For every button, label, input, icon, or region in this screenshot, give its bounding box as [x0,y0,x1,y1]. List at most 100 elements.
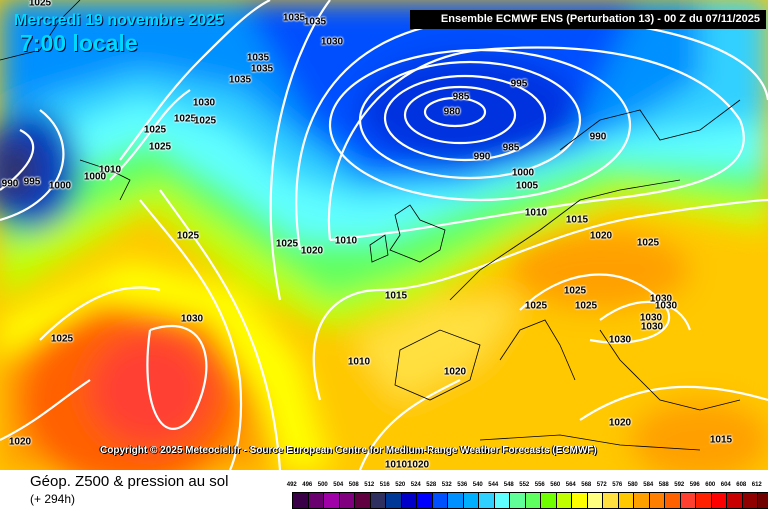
scale-label: 612 [751,482,762,488]
scale-label: 564 [565,482,576,488]
scale-swatch [525,493,541,508]
isobar-label: 990 [1,178,19,190]
isobar-label: 1015 [565,214,589,226]
scale-swatch [355,493,371,508]
isobar-label: 1030 [654,300,678,312]
isobar-label: 1025 [143,124,167,136]
scale-swatch [556,493,572,508]
scale-label: 604 [720,482,731,488]
isobar-label: 1015 [384,290,408,302]
isobar-label: 1000 [48,180,72,192]
isobar-label: 1010 [334,235,358,247]
scale-swatch [479,493,495,508]
scale-label: 524 [410,482,421,488]
isobar-label: 1025 [636,237,660,249]
isobar-label: 1025 [574,300,598,312]
scale-label: 544 [488,482,499,488]
scale-swatch [339,493,355,508]
scale-swatch [432,493,448,508]
scale-label: 592 [674,482,685,488]
scale-label: 556 [534,482,545,488]
isobar-label: 985 [452,91,470,103]
isobar-label: 1030 [639,312,663,324]
isobar-label: 1025 [28,0,52,9]
scale-swatch [758,493,768,508]
isobar-label: 990 [589,131,607,143]
scale-label: 500 [317,482,328,488]
scale-label: 568 [581,482,592,488]
scale-swatch [494,493,510,508]
scale-label: 576 [612,482,623,488]
scale-swatch [510,493,526,508]
isobar-label: 1020 [608,417,632,429]
scale-label: 496 [302,482,313,488]
scale-label: 580 [627,482,638,488]
scale-label: 596 [689,482,700,488]
scale-swatch [696,493,712,508]
scale-swatch [742,493,758,508]
scale-label: 600 [705,482,716,488]
isobar-label: 1020 [300,245,324,257]
weather-map: 1025 1035 1035 1030 1035 1035 1035 1030 … [0,0,768,470]
forecast-step: (+ 294h) [30,492,76,506]
scale-swatch [649,493,665,508]
scale-swatch [541,493,557,508]
isobar-label: 1035 [228,74,252,86]
scale-swatch [572,493,588,508]
scale-swatch [680,493,696,508]
scale-label: 492 [286,482,297,488]
isobar-label: 1020 [8,436,32,448]
forecast-local-time: 7:00 locale [20,30,138,56]
isobar-label: 1030 [649,293,673,305]
scale-swatch [417,493,433,508]
scale-label: 516 [379,482,390,488]
isobar-label: 985 [502,142,520,154]
isobar-label: 1020 [406,459,430,471]
isobar-label: 1035 [250,63,274,75]
isobar-label: 1005 [515,180,539,192]
isobar-label: 1020 [589,230,613,242]
legend-footer: Géop. Z500 & pression au sol (+ 294h) 49… [0,470,768,512]
scale-swatch [463,493,479,508]
isobar-label: 1025 [148,141,172,153]
scale-swatch [711,493,727,508]
scale-label: 512 [364,482,375,488]
isobar-label: 1030 [192,97,216,109]
isobar-label: 1020 [443,366,467,378]
isobar-label: 1025 [563,285,587,297]
scale-swatch [727,493,743,508]
isobar-label: 1025 [176,230,200,242]
isobar-label: 1010 [98,164,122,176]
color-scale [292,492,768,509]
scale-label: 608 [736,482,747,488]
scale-swatch [618,493,634,508]
isobar-label: 995 [510,78,528,90]
coastlines [0,0,741,451]
isobar-label: 1010 [347,356,371,368]
scale-swatch [386,493,402,508]
scale-label: 504 [333,482,344,488]
scale-swatch [634,493,650,508]
scale-label: 536 [457,482,468,488]
scale-swatch [308,493,324,508]
isobar-label: 1030 [180,313,204,325]
isobar-label: 1035 [303,16,327,28]
isobar-label: 995 [23,176,41,188]
model-run-banner: Ensemble ECMWF ENS (Perturbation 13) - 0… [410,10,766,29]
scale-label: 588 [658,482,669,488]
isobar-label: 1035 [282,12,306,24]
scale-label: 532 [441,482,452,488]
forecast-date: Mercredi 19 novembre 2025 [14,12,224,29]
isobar-label: 1015 [709,434,733,446]
scale-swatch [324,493,340,508]
scale-label: 508 [348,482,359,488]
scale-label: 584 [643,482,654,488]
isobar-label: 1030 [320,36,344,48]
isobar-label: 1030 [608,334,632,346]
scale-label: 560 [550,482,561,488]
isobars [0,0,768,470]
scale-swatch [665,493,681,508]
scale-label: 548 [503,482,514,488]
scale-label: 540 [472,482,483,488]
isobar-label: 1035 [246,52,270,64]
